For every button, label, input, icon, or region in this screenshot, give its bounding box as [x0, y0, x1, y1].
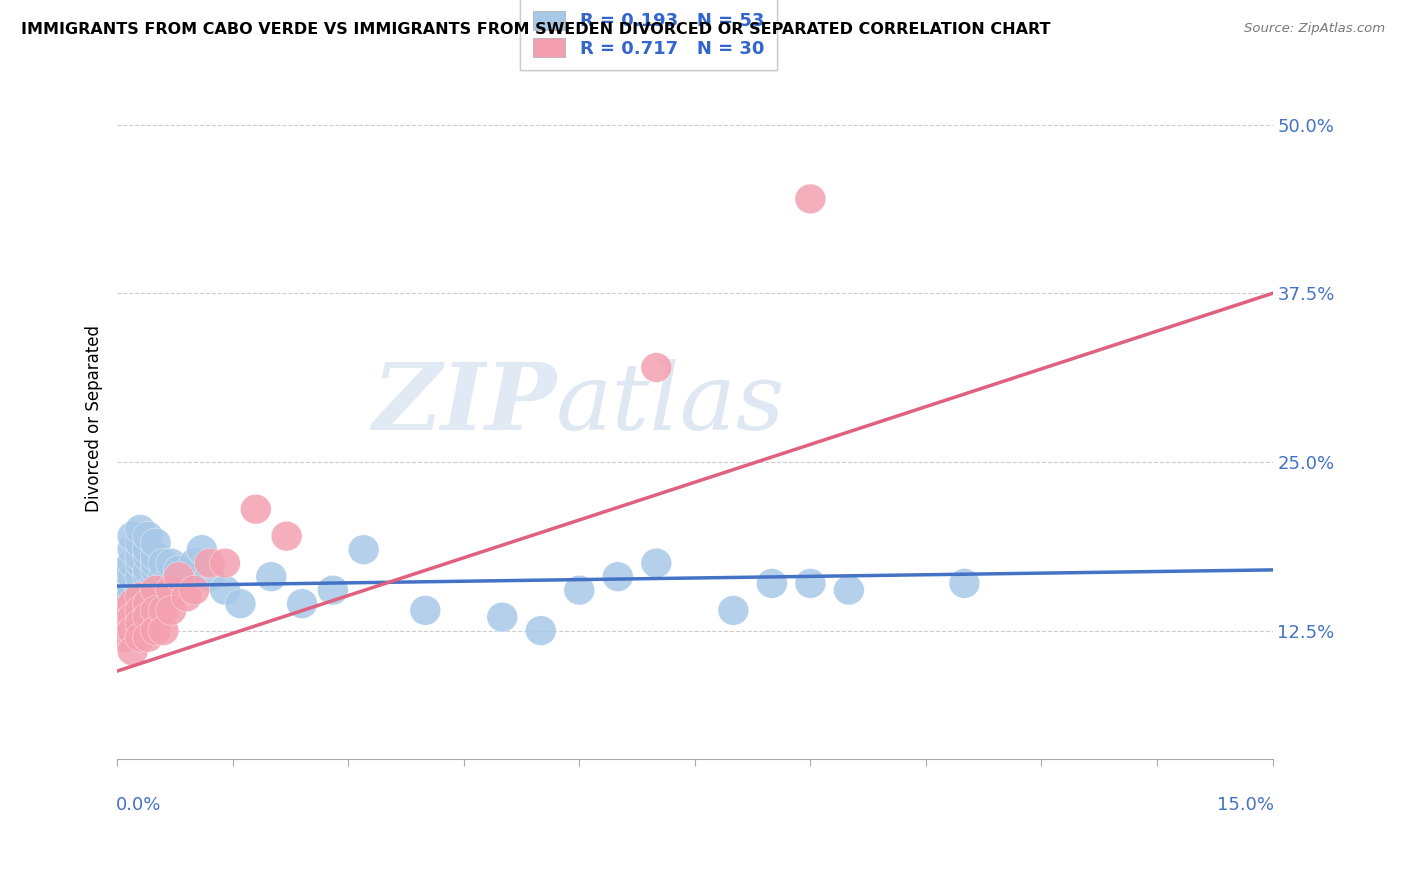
Ellipse shape	[117, 521, 148, 551]
Ellipse shape	[117, 549, 148, 578]
Ellipse shape	[110, 596, 141, 625]
Ellipse shape	[117, 602, 148, 632]
Ellipse shape	[172, 562, 202, 591]
Ellipse shape	[240, 494, 271, 524]
Ellipse shape	[125, 541, 156, 571]
Ellipse shape	[641, 549, 672, 578]
Ellipse shape	[163, 555, 194, 585]
Ellipse shape	[486, 602, 517, 632]
Ellipse shape	[110, 582, 141, 612]
Ellipse shape	[756, 568, 787, 599]
Text: 15.0%: 15.0%	[1216, 797, 1274, 814]
Ellipse shape	[117, 535, 148, 565]
Ellipse shape	[125, 582, 156, 612]
Ellipse shape	[117, 636, 148, 665]
Ellipse shape	[148, 562, 179, 591]
Ellipse shape	[132, 623, 163, 652]
Ellipse shape	[179, 549, 209, 578]
Ellipse shape	[141, 528, 172, 558]
Ellipse shape	[125, 575, 156, 605]
Ellipse shape	[349, 535, 380, 565]
Ellipse shape	[110, 609, 141, 639]
Ellipse shape	[194, 562, 225, 591]
Ellipse shape	[141, 582, 172, 612]
Text: ZIP: ZIP	[373, 359, 557, 450]
Ellipse shape	[125, 596, 156, 625]
Ellipse shape	[526, 615, 557, 646]
Ellipse shape	[287, 589, 318, 618]
Ellipse shape	[187, 535, 218, 565]
Ellipse shape	[602, 562, 633, 591]
Ellipse shape	[718, 596, 749, 625]
Ellipse shape	[117, 615, 148, 646]
Ellipse shape	[794, 568, 825, 599]
Ellipse shape	[132, 602, 163, 632]
Ellipse shape	[117, 562, 148, 591]
Ellipse shape	[110, 555, 141, 585]
Ellipse shape	[132, 575, 163, 605]
Ellipse shape	[110, 623, 141, 652]
Legend: R = 0.193   N = 53, R = 0.717   N = 30: R = 0.193 N = 53, R = 0.717 N = 30	[520, 0, 778, 70]
Ellipse shape	[209, 575, 240, 605]
Ellipse shape	[141, 615, 172, 646]
Ellipse shape	[141, 596, 172, 625]
Ellipse shape	[794, 184, 825, 214]
Ellipse shape	[156, 562, 187, 591]
Ellipse shape	[564, 575, 595, 605]
Ellipse shape	[125, 562, 156, 591]
Ellipse shape	[834, 575, 865, 605]
Ellipse shape	[141, 575, 172, 605]
Ellipse shape	[194, 549, 225, 578]
Ellipse shape	[411, 596, 440, 625]
Ellipse shape	[256, 562, 287, 591]
Ellipse shape	[125, 549, 156, 578]
Ellipse shape	[141, 549, 172, 578]
Ellipse shape	[117, 589, 148, 618]
Text: Source: ZipAtlas.com: Source: ZipAtlas.com	[1244, 22, 1385, 36]
Ellipse shape	[156, 575, 187, 605]
Ellipse shape	[110, 568, 141, 599]
Ellipse shape	[125, 528, 156, 558]
Ellipse shape	[141, 555, 172, 585]
Ellipse shape	[156, 549, 187, 578]
Ellipse shape	[125, 623, 156, 652]
Ellipse shape	[141, 541, 172, 571]
Ellipse shape	[209, 549, 240, 578]
Ellipse shape	[132, 535, 163, 565]
Ellipse shape	[949, 568, 980, 599]
Ellipse shape	[125, 589, 156, 618]
Ellipse shape	[132, 555, 163, 585]
Ellipse shape	[132, 521, 163, 551]
Ellipse shape	[172, 582, 202, 612]
Text: 0.0%: 0.0%	[117, 797, 162, 814]
Ellipse shape	[132, 562, 163, 591]
Ellipse shape	[271, 521, 302, 551]
Ellipse shape	[318, 575, 349, 605]
Ellipse shape	[156, 596, 187, 625]
Ellipse shape	[125, 609, 156, 639]
Ellipse shape	[148, 596, 179, 625]
Ellipse shape	[225, 589, 256, 618]
Ellipse shape	[163, 562, 194, 591]
Ellipse shape	[132, 589, 163, 618]
Text: atlas: atlas	[557, 359, 786, 450]
Y-axis label: Divorced or Separated: Divorced or Separated	[86, 325, 103, 512]
Text: IMMIGRANTS FROM CABO VERDE VS IMMIGRANTS FROM SWEDEN DIVORCED OR SEPARATED CORRE: IMMIGRANTS FROM CABO VERDE VS IMMIGRANTS…	[21, 22, 1050, 37]
Ellipse shape	[148, 615, 179, 646]
Ellipse shape	[179, 575, 209, 605]
Ellipse shape	[148, 549, 179, 578]
Ellipse shape	[641, 352, 672, 383]
Ellipse shape	[117, 575, 148, 605]
Ellipse shape	[132, 541, 163, 571]
Ellipse shape	[141, 568, 172, 599]
Ellipse shape	[125, 515, 156, 544]
